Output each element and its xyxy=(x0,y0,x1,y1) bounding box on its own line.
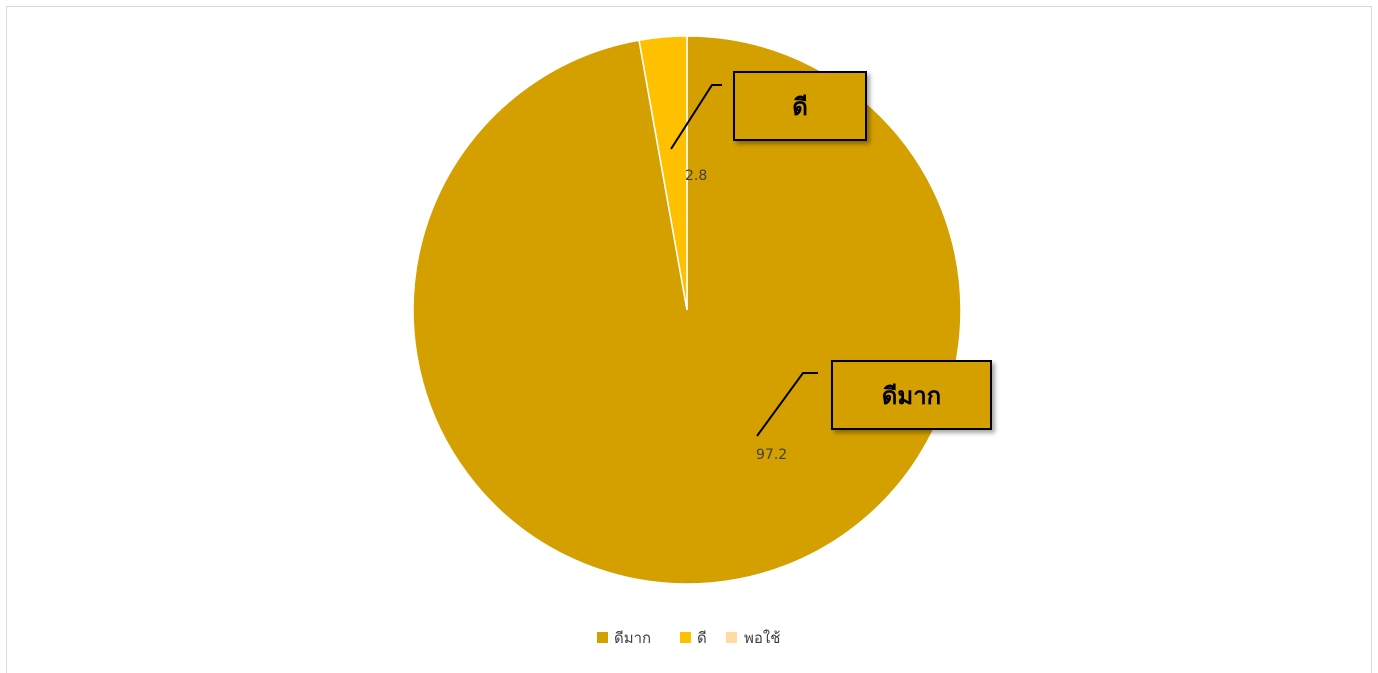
pie-slices xyxy=(412,35,962,585)
legend-label-di: ดี xyxy=(697,629,707,647)
legend-label-porchai: พอใช้ xyxy=(744,629,780,647)
legend-label-dimak: ดีมาก xyxy=(614,629,651,647)
leader-line-dimak xyxy=(756,372,818,437)
legend-swatch-porchai xyxy=(726,632,737,643)
leader-line-di xyxy=(670,84,722,150)
slice-di xyxy=(638,35,688,311)
data-label-dimak: 97.2 xyxy=(756,447,787,463)
callout-di: ดี xyxy=(733,71,867,141)
legend: ดีมาก ดี พอใช้ xyxy=(597,629,780,647)
callout-label-di: ดี xyxy=(792,93,808,121)
callout-dimak: ดีมาก xyxy=(831,360,992,430)
legend-swatch-di xyxy=(680,632,691,643)
callout-label-dimak: ดีมาก xyxy=(882,382,941,410)
legend-swatch-dimak xyxy=(597,632,608,643)
data-label-di: 2.8 xyxy=(685,168,707,184)
